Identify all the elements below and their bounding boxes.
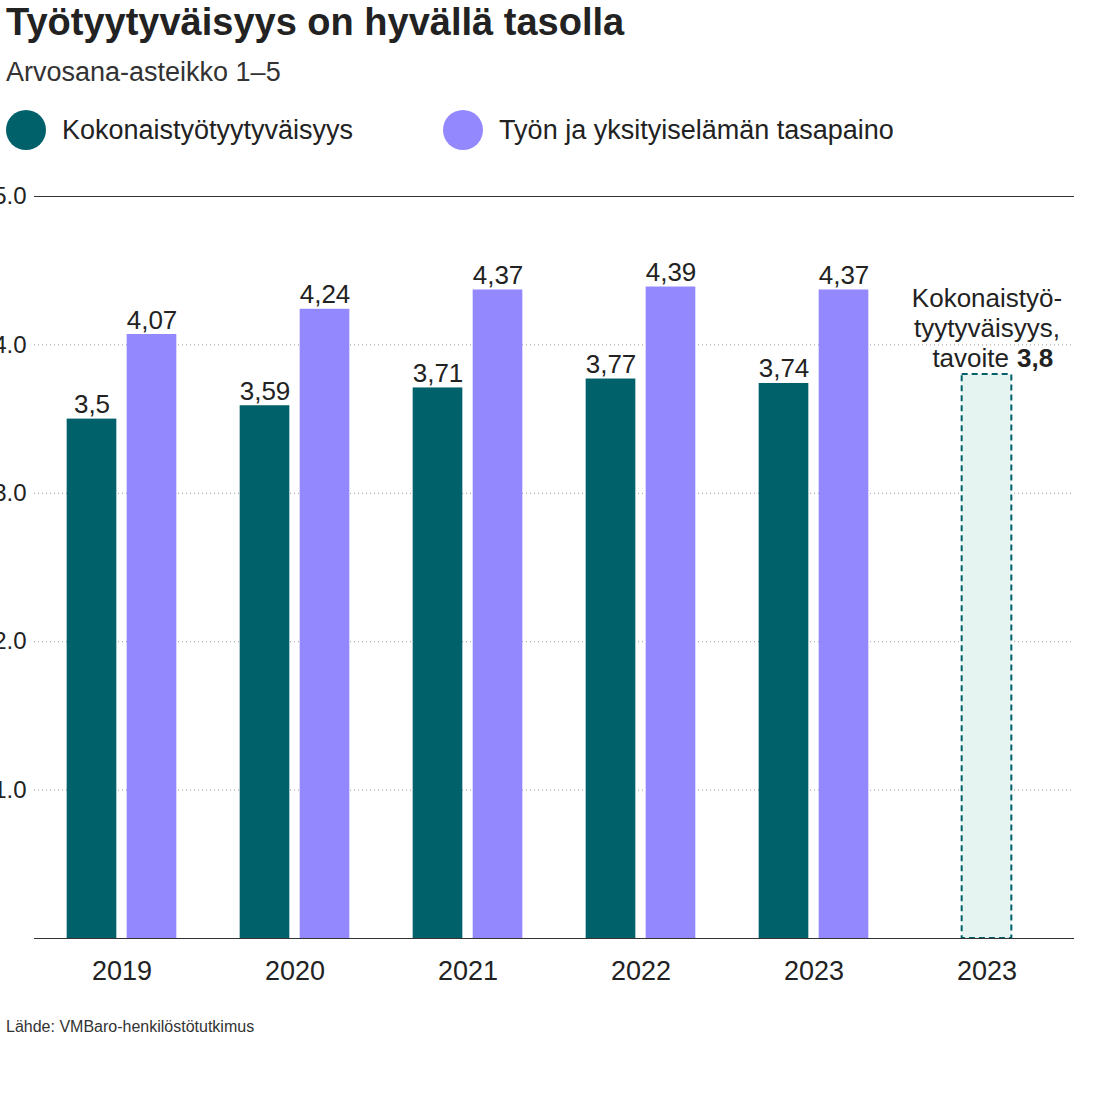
svg-text:3,74: 3,74	[759, 353, 810, 383]
svg-text:2.0: 2.0	[0, 627, 27, 654]
svg-text:3,77: 3,77	[586, 349, 637, 379]
svg-text:3,71: 3,71	[413, 358, 464, 388]
html-text:Kokonaistyötyytyväisyys: Kokonaistyötyytyväisyys	[62, 114, 354, 145]
svg-text:4,07: 4,07	[127, 305, 178, 335]
svg-text:3,8: 3,8	[1017, 343, 1053, 373]
html-text:Työn ja yksityiselämän tasapai: Työn ja yksityiselämän tasapaino	[499, 114, 894, 145]
svg-text:4,37: 4,37	[473, 260, 524, 290]
svg-text:1.0: 1.0	[0, 776, 27, 803]
svg-text:2019: 2019	[92, 956, 152, 986]
svg-text:4,37: 4,37	[819, 260, 870, 290]
svg-text:Kokonaistyö-tyytyväisyys,: Kokonaistyö-tyytyväisyys,	[912, 283, 1062, 343]
svg-text:3,5: 3,5	[74, 389, 110, 419]
svg-text:2022: 2022	[611, 956, 671, 986]
svg-text:5.0: 5.0	[0, 182, 27, 209]
svg-text:3,59: 3,59	[240, 376, 291, 406]
svg-text:tavoite: tavoite	[932, 343, 1009, 373]
svg-text:2023: 2023	[957, 956, 1017, 986]
svg-text:2020: 2020	[265, 956, 325, 986]
html-text:Työtyytyväisyys on hyvällä tas: Työtyytyväisyys on hyvällä tasolla	[6, 1, 625, 43]
svg-text:3.0: 3.0	[0, 479, 27, 506]
svg-text:4,24: 4,24	[300, 279, 351, 309]
svg-text:4,39: 4,39	[646, 257, 697, 287]
svg-text:2021: 2021	[438, 956, 498, 986]
svg-text:2023: 2023	[784, 956, 844, 986]
html-text:Arvosana-asteikko 1–5: Arvosana-asteikko 1–5	[6, 57, 281, 87]
svg-text:4.0: 4.0	[0, 331, 27, 358]
html-text:Lähde: VMBaro-henkilöstötutkim: Lähde: VMBaro-henkilöstötutkimus	[6, 1018, 255, 1035]
